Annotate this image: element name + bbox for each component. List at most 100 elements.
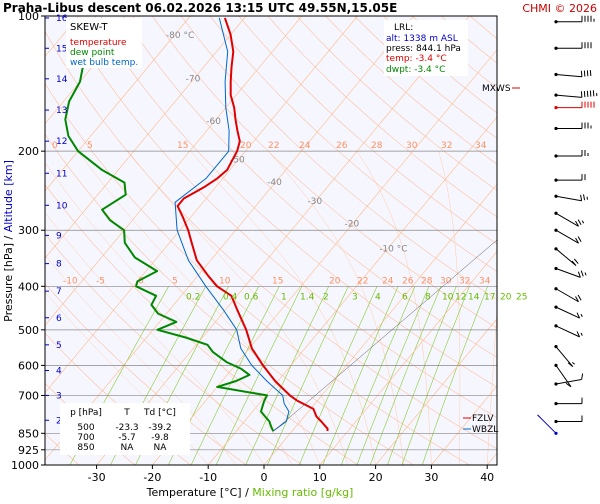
barb-staff xyxy=(556,268,580,277)
x-tick-label: -10 xyxy=(199,471,217,484)
isotherm-label: -20 xyxy=(345,219,360,229)
wind-barb xyxy=(554,122,591,130)
wind-barb xyxy=(554,345,574,367)
table-header: p [hPa] xyxy=(70,408,102,418)
barb-dot xyxy=(554,364,557,367)
table-cell: 500 xyxy=(77,423,94,433)
p-tick-label: 700 xyxy=(18,389,39,402)
theta-label: 5 xyxy=(172,276,178,286)
x-tick-label: 20 xyxy=(369,471,383,484)
table-header: Td [°C] xyxy=(143,408,176,418)
alt-tick-label: 16 xyxy=(56,14,68,24)
alt-tick-label: 10 xyxy=(56,201,68,211)
isotherm-label: -70 xyxy=(186,75,201,85)
alt-tick-label: 8 xyxy=(56,260,62,270)
alt-tick-label: 4 xyxy=(56,367,62,377)
barb-dot xyxy=(554,179,557,182)
legend-wetbulb: wet bulb temp. xyxy=(70,58,138,68)
chart-title: Praha-Libus descent 06.02.2026 13:15 UTC… xyxy=(3,1,397,15)
mixing-ratio-label: 2 xyxy=(323,292,329,302)
mixing-ratio-label: 0.4 xyxy=(223,292,238,302)
barb-flag xyxy=(587,91,588,97)
alt-tick-label: 5 xyxy=(56,341,62,351)
alt-tick-label: 15 xyxy=(56,44,67,54)
barb-flag xyxy=(590,91,591,97)
x-tick-label: 10 xyxy=(313,471,327,484)
barb-flag xyxy=(593,90,594,96)
table-cell: NA xyxy=(121,443,135,453)
mixing-ratio-label: 6 xyxy=(402,292,408,302)
isotherm-label: -30 xyxy=(307,197,322,207)
wind-barb xyxy=(554,287,581,302)
mixing-ratio-label: 1.4 xyxy=(300,292,315,302)
wind-barb xyxy=(554,90,596,97)
isotherm-label: -60 xyxy=(206,117,221,127)
mixing-ratio-label: 14 xyxy=(468,292,480,302)
wind-barb xyxy=(554,398,582,406)
barb-flag xyxy=(584,91,585,97)
theta-label: 20 xyxy=(240,141,252,151)
barb-flag xyxy=(581,71,582,77)
barb-dot xyxy=(554,306,557,309)
fzlv-label: FZLV xyxy=(472,414,494,424)
barb-flag xyxy=(578,220,581,225)
theta-label: 32 xyxy=(459,276,470,286)
barb-flag xyxy=(578,237,581,242)
p-tick-label: 850 xyxy=(18,427,39,440)
theta-label: 26 xyxy=(336,141,348,151)
barb-dot xyxy=(554,267,557,270)
legend-title: SKEW-T xyxy=(70,22,108,33)
table-cell: -9.8 xyxy=(151,433,169,443)
theta-label: 20 xyxy=(329,276,341,286)
wind-barb xyxy=(538,415,558,435)
lrl-title: LRL: xyxy=(394,23,413,33)
barb-staff xyxy=(556,289,579,302)
alt-tick-label: 9 xyxy=(56,231,62,241)
mixing-ratio-label: 0.6 xyxy=(244,292,259,302)
wind-barb xyxy=(554,247,578,265)
theta-label: 15 xyxy=(272,276,283,286)
barb-staff xyxy=(556,230,579,243)
mixing-ratio-label: 12 xyxy=(455,292,466,302)
barb-half-flag xyxy=(587,197,588,200)
p-tick-label: 300 xyxy=(18,224,39,237)
copyright: CHMI © 2026 xyxy=(522,2,597,15)
p-tick-label: 500 xyxy=(18,324,39,337)
barb-flag xyxy=(581,195,582,201)
barb-half-flag xyxy=(572,362,574,364)
p-tick-label: 1000 xyxy=(11,459,39,472)
barb-flag xyxy=(578,295,581,300)
table-cell: 700 xyxy=(77,433,94,443)
x-tick-label: -30 xyxy=(88,471,106,484)
x-axis-label-mix: Mixing ratio [g/kg] xyxy=(252,486,353,499)
x-tick-label: 30 xyxy=(424,471,438,484)
mixing-ratio-label: 1 xyxy=(281,292,287,302)
lrl-dwpt: dwpt: -3.4 °C xyxy=(386,65,445,75)
barb-flag xyxy=(590,70,591,76)
mixing-ratio-label: 4 xyxy=(375,292,381,302)
theta-label: 22 xyxy=(357,276,368,286)
barb-staff xyxy=(556,213,579,226)
wbzl-label: WBZL xyxy=(472,425,498,435)
wind-barb xyxy=(554,70,590,77)
alt-tick-label: 6 xyxy=(56,314,62,324)
wind-barb xyxy=(554,102,594,110)
alt-tick-label: 7 xyxy=(56,287,62,297)
mixing-ratio-label: 10 xyxy=(442,292,454,302)
barb-staff xyxy=(538,415,556,433)
theta-label: 24 xyxy=(382,276,394,286)
barb-dot xyxy=(554,127,557,130)
p-tick-label: 925 xyxy=(18,444,39,457)
wind-barb xyxy=(554,194,587,200)
x-tick-label: 0 xyxy=(261,471,268,484)
theta-label: 28 xyxy=(371,141,383,151)
mixing-ratio-label: 8 xyxy=(425,292,431,302)
y-axis-title: Pressure [hPa] / Altitude [km] xyxy=(2,160,15,322)
barb-dot xyxy=(554,402,557,405)
mixing-ratio-label: 25 xyxy=(516,292,527,302)
wind-barb xyxy=(554,150,588,158)
theta-label: 34 xyxy=(479,276,491,286)
table-header: T xyxy=(123,408,130,418)
wind-barb xyxy=(554,324,582,337)
